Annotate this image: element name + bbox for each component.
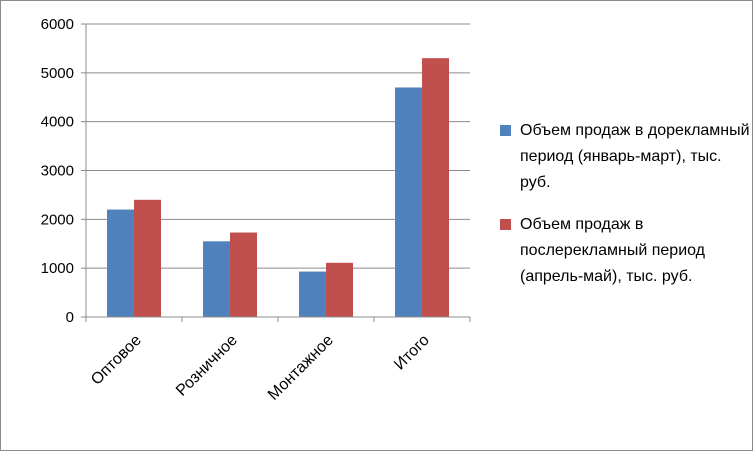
- x-tick-labels: Оптовое Розничное Монтажное Итого: [88, 332, 433, 404]
- legend-swatch-series-2: [500, 219, 511, 230]
- bar-series-1: [299, 271, 326, 317]
- y-tick-label: 4000: [41, 114, 74, 131]
- x-tick-label: Розничное: [173, 332, 241, 400]
- bars: [107, 58, 449, 317]
- x-tick-label: Монтажное: [265, 332, 337, 404]
- bar-series-2: [134, 199, 161, 317]
- y-tick-label: 5000: [41, 65, 74, 82]
- bar-series-2: [326, 262, 353, 317]
- bar-series-1: [203, 241, 230, 317]
- y-tick-label: 1000: [41, 260, 74, 277]
- legend-item-series-2: Объем продаж в послерекламный период (ап…: [500, 212, 750, 290]
- x-tick-label: Оптовое: [88, 332, 145, 389]
- y-tick-label: 6000: [41, 16, 74, 33]
- bar-series-1: [107, 209, 134, 317]
- legend: Объем продаж в дорекламный период (январ…: [500, 118, 750, 306]
- y-tick-label: 0: [66, 309, 74, 326]
- y-tick-labels: 0 1000 2000 3000 4000 5000 6000: [41, 16, 74, 326]
- axes: [81, 23, 471, 322]
- legend-swatch-series-1: [500, 125, 511, 136]
- legend-label-series-1: Объем продаж в дорекламный период (январ…: [520, 122, 750, 191]
- y-tick-label: 2000: [41, 211, 74, 228]
- y-tick-label: 3000: [41, 163, 74, 180]
- bar-series-2: [230, 232, 257, 317]
- bar-series-1: [395, 87, 422, 317]
- bar-series-2: [422, 58, 449, 317]
- x-tick-label: Итого: [391, 332, 433, 374]
- legend-label-series-2: Объем продаж в послерекламный период (ап…: [520, 216, 706, 285]
- legend-item-series-1: Объем продаж в дорекламный период (январ…: [500, 118, 750, 196]
